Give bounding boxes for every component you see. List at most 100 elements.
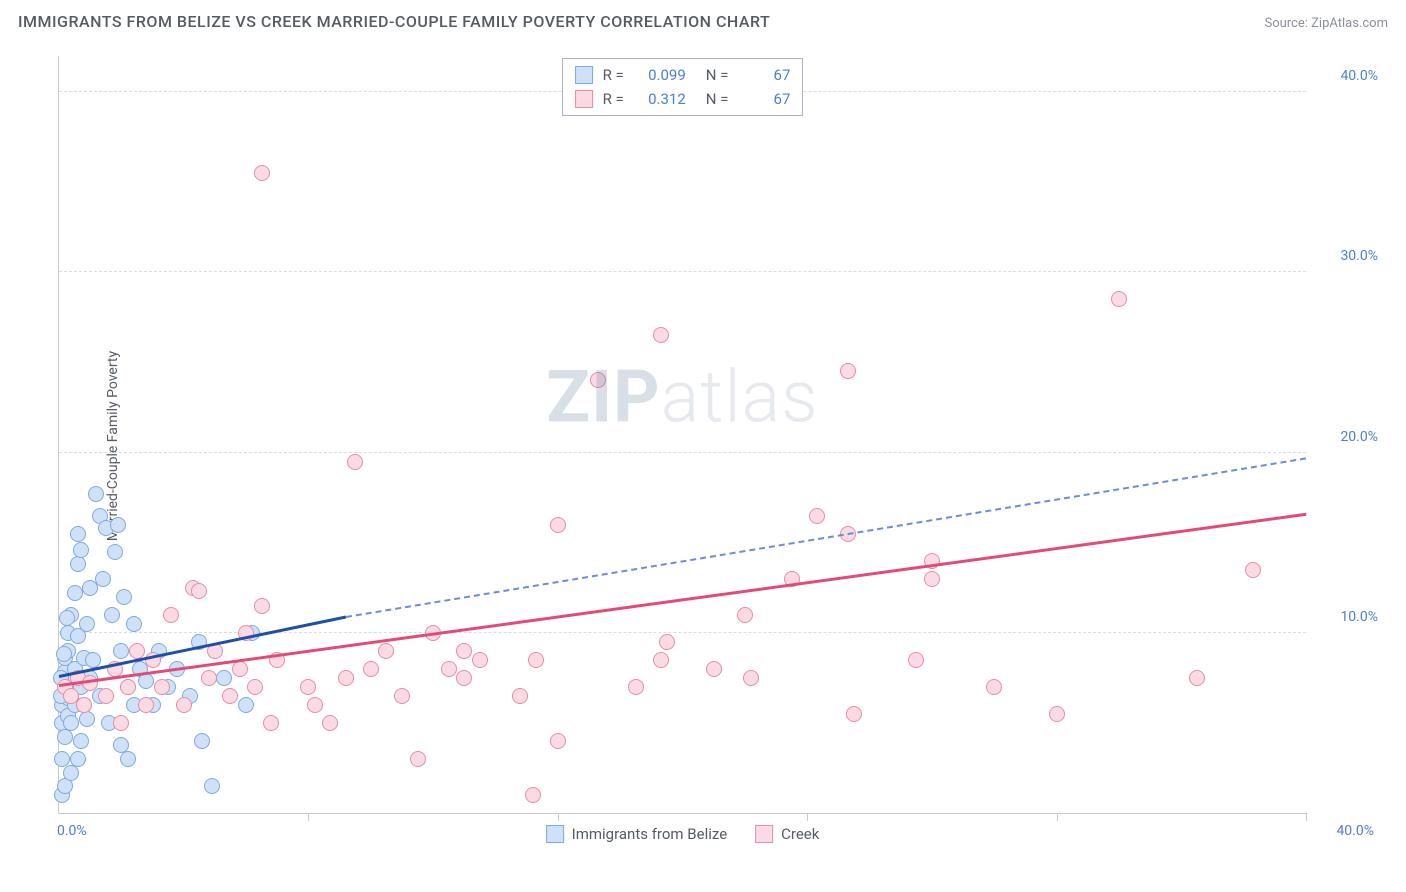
data-point-creek [512, 688, 528, 704]
data-point-belize [57, 729, 73, 745]
data-point-creek [154, 679, 170, 695]
swatch-belize-icon [546, 825, 564, 843]
data-point-creek [550, 517, 566, 533]
data-point-creek [247, 679, 263, 695]
data-point-creek [138, 697, 154, 713]
origin-tick-label: 0.0% [57, 823, 87, 839]
data-point-creek [378, 643, 394, 659]
data-point-creek [550, 733, 566, 749]
data-point-belize [67, 585, 83, 601]
data-point-creek [441, 661, 457, 677]
data-point-creek [410, 751, 426, 767]
x-tick [558, 813, 559, 821]
data-point-creek [737, 607, 753, 623]
legend-item-belize: Immigrants from Belize [546, 825, 728, 843]
plot-area: ZIPatlas R = 0.099 N = 67 R = 0.312 N = … [58, 56, 1306, 814]
data-point-creek [743, 670, 759, 686]
trendline-creek [59, 513, 1306, 687]
data-point-creek [653, 652, 669, 668]
data-point-belize [79, 616, 95, 632]
data-point-belize [238, 697, 254, 713]
swatch-creek-icon [755, 825, 773, 843]
xmax-tick-label: 40.0% [1336, 823, 1374, 839]
data-point-creek [1189, 670, 1205, 686]
data-point-belize [70, 751, 86, 767]
data-point-belize [126, 616, 142, 632]
trendline-belize-solid [59, 615, 346, 677]
x-tick [1057, 813, 1058, 821]
data-point-creek [846, 706, 862, 722]
data-point-creek [129, 643, 145, 659]
data-point-creek [472, 652, 488, 668]
trendline-belize-dash [346, 458, 1307, 619]
data-point-belize [116, 589, 132, 605]
data-point-belize [216, 670, 232, 686]
swatch-belize [575, 66, 593, 84]
data-point-belize [54, 751, 70, 767]
data-point-creek [347, 454, 363, 470]
data-point-belize [194, 733, 210, 749]
data-point-creek [322, 715, 338, 731]
y-tick-label: 10.0% [1340, 609, 1378, 625]
data-point-creek [232, 661, 248, 677]
plot-container: Married-Couple Family Poverty ZIPatlas R… [48, 48, 1386, 844]
data-point-creek [840, 363, 856, 379]
data-point-belize [113, 643, 129, 659]
legend-label-belize: Immigrants from Belize [572, 825, 728, 843]
chart-title: IMMIGRANTS FROM BELIZE VS CREEK MARRIED-… [18, 12, 770, 31]
data-point-creek [525, 787, 541, 803]
data-point-creek [338, 670, 354, 686]
data-point-creek [986, 679, 1002, 695]
data-point-creek [590, 372, 606, 388]
data-point-creek [924, 571, 940, 587]
data-point-belize [79, 711, 95, 727]
x-tick [807, 813, 808, 821]
stats-row-belize: R = 0.099 N = 67 [575, 63, 791, 87]
data-point-creek [263, 715, 279, 731]
chart-source: Source: ZipAtlas.com [1264, 16, 1388, 31]
data-point-creek [120, 679, 136, 695]
y-tick-label: 30.0% [1340, 248, 1378, 264]
x-tick [308, 813, 309, 821]
data-point-creek [176, 697, 192, 713]
gridline [59, 271, 1306, 272]
data-point-creek [809, 508, 825, 524]
data-point-creek [307, 697, 323, 713]
data-point-belize [85, 652, 101, 668]
data-point-belize [204, 778, 220, 794]
data-point-creek [254, 165, 270, 181]
data-point-belize [59, 610, 75, 626]
data-point-belize [70, 526, 86, 542]
data-point-creek [363, 661, 379, 677]
data-point-creek [98, 688, 114, 704]
data-point-belize [110, 517, 126, 533]
data-point-creek [113, 715, 129, 731]
data-point-belize [107, 544, 123, 560]
data-point-creek [653, 327, 669, 343]
data-point-belize [63, 765, 79, 781]
data-point-belize [70, 556, 86, 572]
data-point-creek [222, 688, 238, 704]
data-point-belize [88, 486, 104, 502]
data-point-creek [628, 679, 644, 695]
data-point-belize [73, 733, 89, 749]
data-point-creek [659, 634, 675, 650]
data-point-creek [191, 583, 207, 599]
data-point-belize [95, 571, 111, 587]
data-point-creek [1049, 706, 1065, 722]
swatch-creek [575, 90, 593, 108]
series-legend: Immigrants from Belize Creek [546, 825, 820, 843]
data-point-creek [908, 652, 924, 668]
data-point-creek [706, 661, 722, 677]
legend-label-creek: Creek [781, 825, 819, 843]
data-point-belize [56, 646, 72, 662]
y-tick-label: 40.0% [1340, 68, 1378, 84]
data-point-creek [163, 607, 179, 623]
data-point-creek [1245, 562, 1261, 578]
data-point-belize [104, 607, 120, 623]
data-point-creek [300, 679, 316, 695]
x-tick [1306, 813, 1307, 821]
data-point-belize [73, 542, 89, 558]
stats-row-creek: R = 0.312 N = 67 [575, 87, 791, 111]
data-point-creek [528, 652, 544, 668]
